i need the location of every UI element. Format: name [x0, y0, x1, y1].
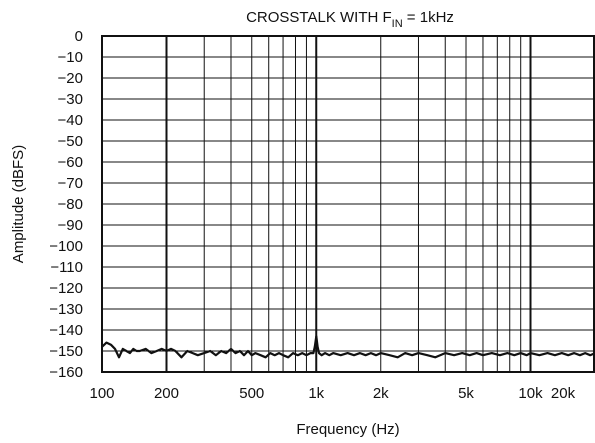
- y-tick-label: 0: [75, 28, 83, 45]
- y-tick-label: −60: [58, 154, 83, 171]
- y-tick-label: −140: [49, 322, 83, 339]
- x-tick-label: 5k: [458, 385, 474, 402]
- series-line-crosstalk: [101, 335, 595, 359]
- chart-title-subscript: IN: [392, 18, 403, 30]
- y-tick-label: −70: [58, 175, 83, 192]
- x-tick-labels: 100 200 500 1k 2k 5k 10k 20k: [89, 385, 575, 402]
- y-tick-label: −50: [58, 133, 83, 150]
- x-tick-label: 20k: [551, 385, 576, 402]
- y-tick-label: −110: [50, 259, 83, 276]
- x-tick-label: 200: [154, 385, 179, 402]
- y-tick-label: −30: [58, 91, 83, 108]
- y-tick-label: −40: [58, 112, 83, 129]
- y-tick-label: −80: [58, 196, 83, 213]
- x-tick-label: 10k: [518, 385, 543, 402]
- x-axis-label: Frequency (Hz): [296, 421, 399, 438]
- y-tick-label: −120: [49, 280, 83, 297]
- y-axis-label: Amplitude (dBFS): [10, 145, 27, 263]
- chart-title: CROSSTALK WITH FIN = 1kHz: [246, 9, 454, 30]
- y-tick-label: −160: [49, 364, 83, 381]
- y-tick-label: −10: [58, 49, 83, 66]
- y-tick-label: −150: [49, 343, 83, 360]
- grid: [101, 35, 595, 373]
- y-tick-label: −20: [58, 70, 83, 87]
- chart-title-tail: = 1kHz: [403, 9, 454, 26]
- y-tick-label: −90: [58, 217, 83, 234]
- y-tick-label: −130: [49, 301, 83, 318]
- x-tick-label: 1k: [308, 385, 324, 402]
- y-tick-labels: 0 −10 −20 −30 −40 −50 −60 −70 −80 −90 −100 −110 −120…: [49, 28, 83, 381]
- y-tick-label: −100: [49, 238, 83, 255]
- x-tick-label: 100: [89, 385, 114, 402]
- plot-frame: [101, 35, 595, 373]
- x-tick-label: 2k: [373, 385, 389, 402]
- x-tick-label: 500: [239, 385, 264, 402]
- chart-title-main: CROSSTALK WITH F: [246, 9, 392, 26]
